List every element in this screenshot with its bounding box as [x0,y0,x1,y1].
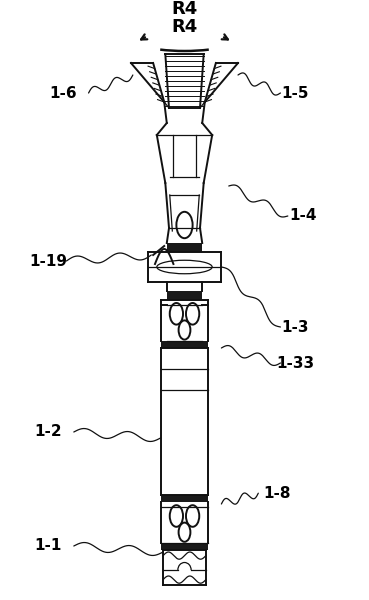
Text: 1-33: 1-33 [276,355,314,370]
Text: R4: R4 [171,0,198,18]
Bar [161,495,208,502]
Text: 1-6: 1-6 [49,85,76,100]
Bar [167,291,202,300]
Text: R4: R4 [171,18,198,36]
Bar [161,543,208,550]
Text: 1-3: 1-3 [282,319,309,335]
Text: 1-2: 1-2 [34,424,62,439]
Text: 1-5: 1-5 [282,85,309,100]
Text: 1-1: 1-1 [34,539,62,553]
Bar [167,243,202,252]
Text: 1-8: 1-8 [263,486,290,500]
Bar [161,341,208,348]
Text: 1-19: 1-19 [29,254,67,269]
Text: 1-4: 1-4 [289,208,316,223]
